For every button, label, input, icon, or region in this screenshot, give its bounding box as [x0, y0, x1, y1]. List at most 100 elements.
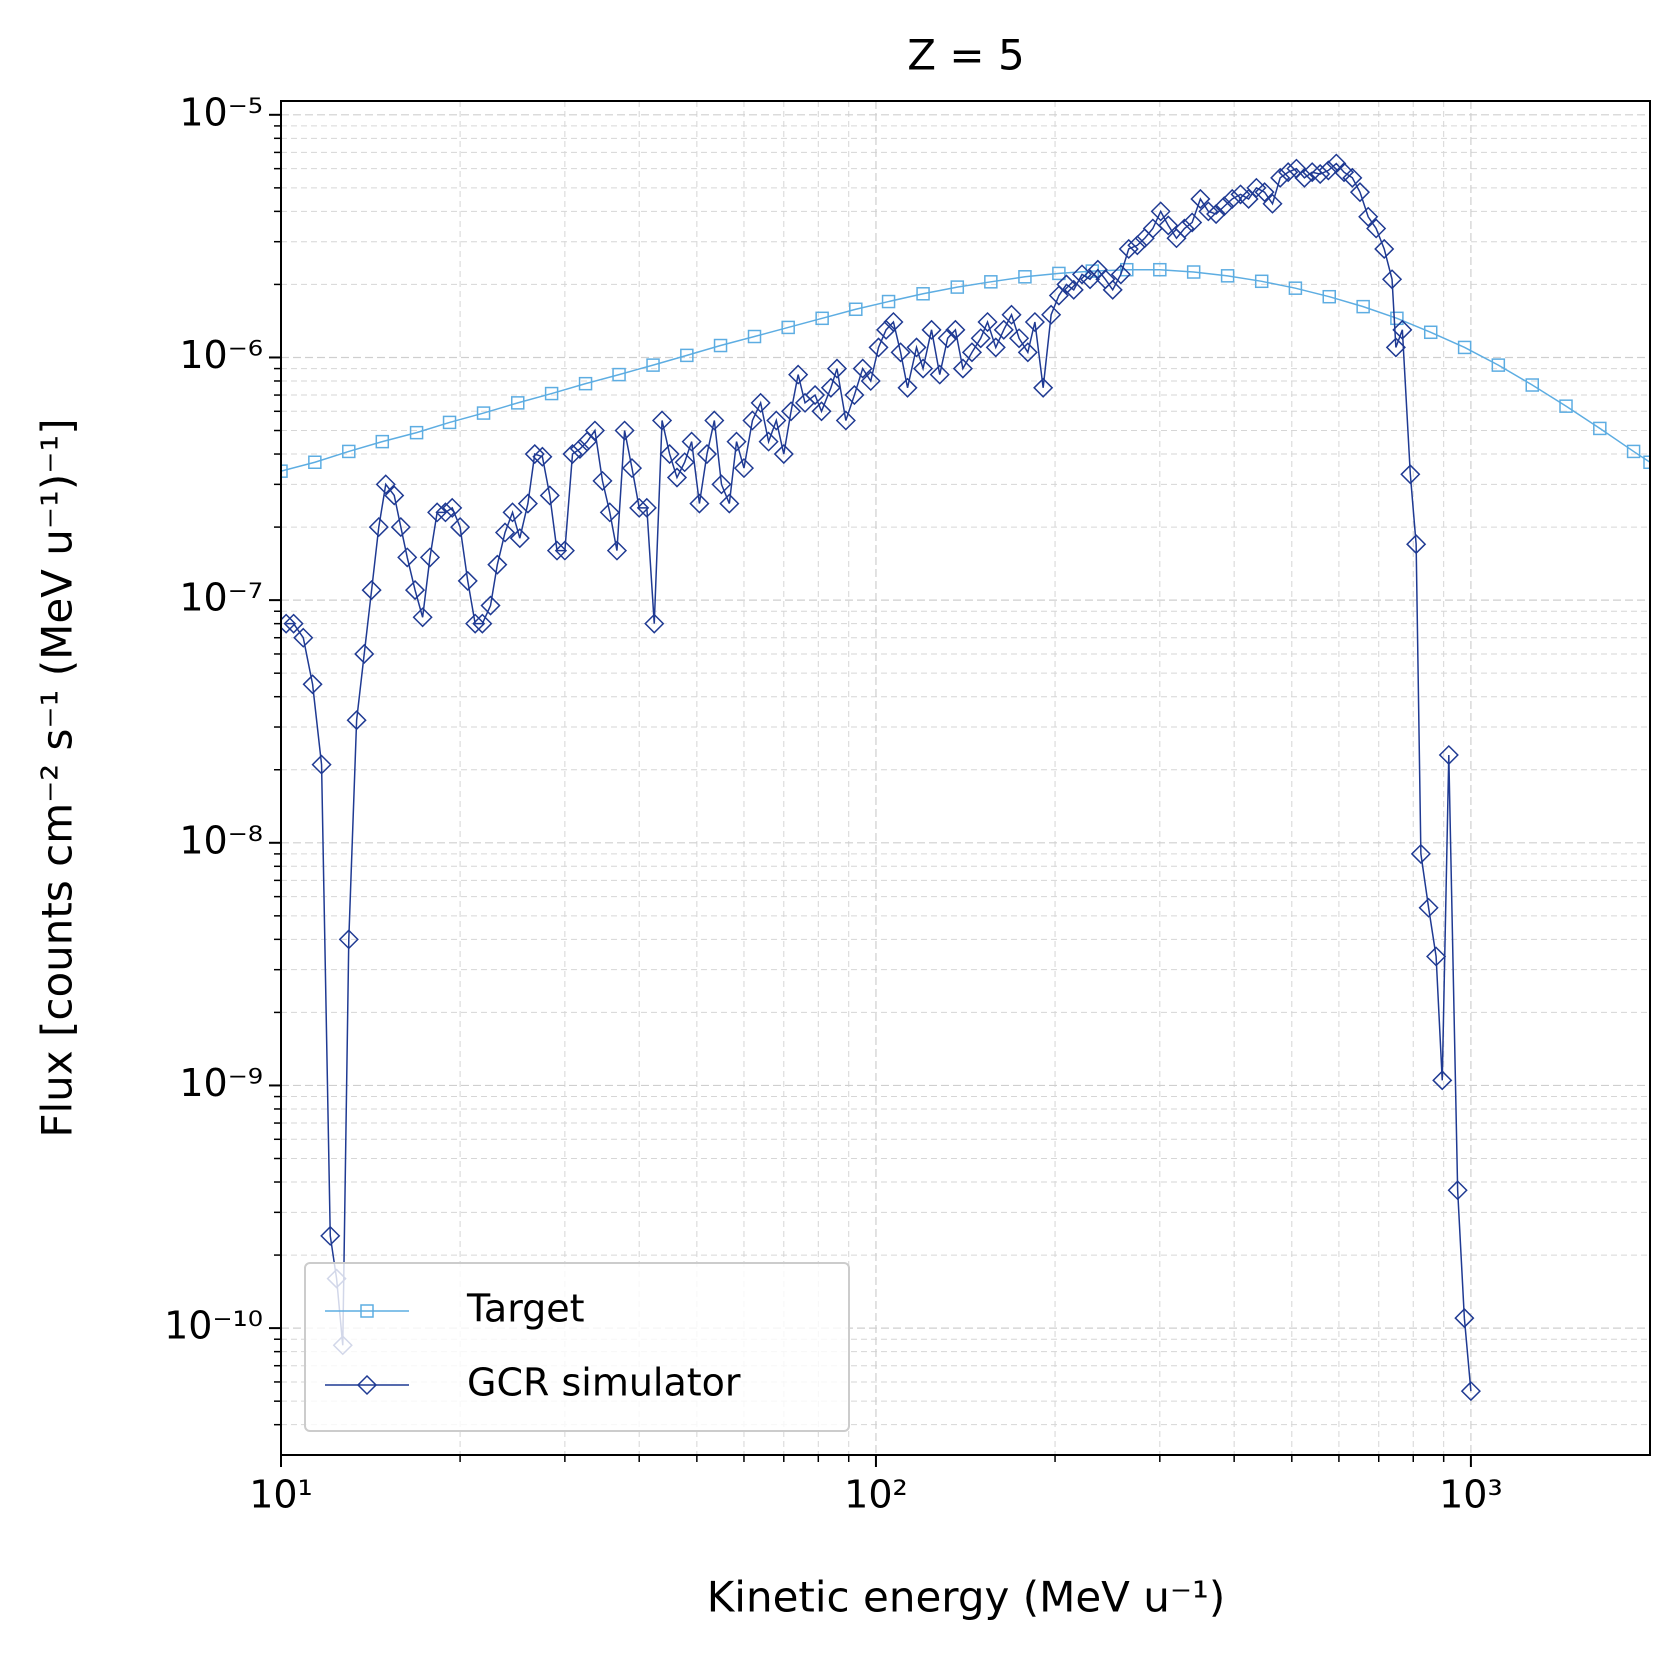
marker — [1559, 399, 1573, 413]
x-tick-label: 10² — [844, 1473, 908, 1517]
marker — [1390, 311, 1404, 326]
marker — [945, 319, 966, 340]
marker — [1333, 162, 1355, 183]
y-tick-label: 10⁻⁹ — [179, 1061, 263, 1105]
marker — [1302, 162, 1323, 183]
marker — [502, 502, 523, 523]
marker — [1118, 238, 1139, 260]
marker — [1153, 262, 1167, 277]
marker — [354, 643, 375, 665]
x-tick-label: 10¹ — [249, 1473, 313, 1517]
marker — [311, 754, 332, 775]
marker — [1426, 946, 1447, 967]
marker — [457, 570, 478, 591]
marker — [621, 458, 643, 479]
marker — [1214, 196, 1235, 217]
marker — [629, 497, 650, 518]
marker — [390, 517, 411, 538]
marker — [1009, 328, 1030, 349]
marker — [281, 613, 297, 634]
marker — [1222, 188, 1243, 210]
marker — [511, 396, 525, 410]
marker — [750, 392, 771, 413]
marker — [984, 275, 998, 289]
marker — [1190, 188, 1211, 210]
marker — [539, 485, 560, 506]
marker — [409, 425, 424, 440]
marker — [1432, 1070, 1453, 1091]
marker — [562, 443, 583, 465]
marker — [804, 384, 826, 406]
marker — [419, 547, 441, 568]
marker — [599, 502, 620, 523]
marker — [860, 370, 881, 392]
marker — [950, 280, 965, 294]
marker — [442, 497, 463, 518]
marker — [320, 1225, 341, 1246]
marker — [666, 467, 688, 488]
marker — [1262, 193, 1283, 214]
marker — [1525, 378, 1540, 392]
marker — [644, 613, 665, 634]
marker — [1457, 340, 1472, 355]
marker — [844, 384, 865, 406]
marker — [659, 443, 680, 465]
marker — [826, 358, 848, 379]
plot-area — [281, 153, 1650, 1402]
marker — [1418, 897, 1439, 918]
marker — [1423, 325, 1438, 340]
marker — [726, 431, 747, 452]
marker — [360, 1304, 374, 1318]
y-axis-label: Flux [counts cm⁻² s⁻¹ (MeV u⁻¹)⁻¹] — [33, 418, 82, 1137]
marker — [883, 311, 904, 333]
marker — [427, 502, 448, 523]
marker — [1182, 212, 1203, 233]
marker — [1063, 279, 1084, 300]
marker — [711, 474, 732, 495]
marker — [1460, 1381, 1481, 1402]
marker — [293, 627, 314, 648]
marker — [1018, 270, 1032, 284]
marker — [1206, 203, 1227, 225]
legend-label: Target — [466, 1287, 585, 1331]
marker — [1158, 215, 1179, 236]
marker — [1454, 1308, 1475, 1329]
marker — [1310, 163, 1331, 185]
series-line — [281, 268, 1650, 472]
marker — [1643, 455, 1650, 470]
marker — [646, 358, 660, 372]
marker — [1294, 167, 1315, 188]
marker — [733, 458, 755, 479]
marker — [970, 328, 991, 349]
marker — [524, 443, 545, 465]
marker — [781, 320, 795, 335]
marker — [612, 367, 626, 382]
marker — [1174, 218, 1195, 239]
marker — [1110, 264, 1131, 285]
marker — [1186, 265, 1201, 279]
marker — [494, 522, 516, 543]
marker — [868, 337, 889, 358]
marker — [766, 410, 787, 431]
marker — [384, 485, 405, 506]
marker — [1374, 238, 1395, 260]
marker — [952, 358, 973, 379]
marker — [977, 311, 998, 333]
marker — [375, 434, 390, 449]
marker — [1052, 266, 1066, 281]
marker — [906, 337, 927, 358]
marker — [1447, 1180, 1468, 1201]
marker — [1392, 319, 1413, 340]
marker — [937, 328, 958, 349]
marker — [614, 420, 635, 441]
marker — [1102, 279, 1123, 300]
marker — [1322, 289, 1337, 304]
marker — [544, 386, 559, 401]
marker — [773, 443, 794, 465]
marker — [1381, 269, 1403, 290]
marker — [876, 319, 897, 340]
marker — [1278, 162, 1299, 183]
marker — [651, 410, 673, 431]
marker — [532, 446, 553, 467]
